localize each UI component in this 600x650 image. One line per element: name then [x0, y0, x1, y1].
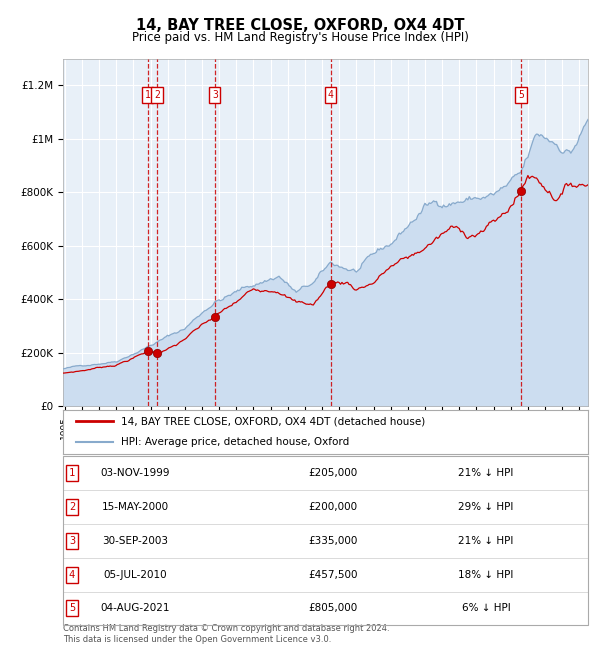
Text: 14, BAY TREE CLOSE, OXFORD, OX4 4DT (detached house): 14, BAY TREE CLOSE, OXFORD, OX4 4DT (det… — [121, 417, 425, 426]
Text: 5: 5 — [69, 603, 75, 614]
Text: 18% ↓ HPI: 18% ↓ HPI — [458, 569, 514, 580]
Text: 30-SEP-2003: 30-SEP-2003 — [102, 536, 168, 546]
Text: 3: 3 — [212, 90, 218, 100]
Text: 05-JUL-2010: 05-JUL-2010 — [103, 569, 167, 580]
Text: 15-MAY-2000: 15-MAY-2000 — [101, 502, 169, 512]
Text: 21% ↓ HPI: 21% ↓ HPI — [458, 536, 514, 546]
Text: 4: 4 — [328, 90, 334, 100]
Text: 5: 5 — [518, 90, 524, 100]
Text: Price paid vs. HM Land Registry's House Price Index (HPI): Price paid vs. HM Land Registry's House … — [131, 31, 469, 44]
Text: 4: 4 — [69, 569, 75, 580]
Text: £200,000: £200,000 — [308, 502, 358, 512]
Text: 6% ↓ HPI: 6% ↓ HPI — [461, 603, 511, 614]
Text: £335,000: £335,000 — [308, 536, 358, 546]
Text: HPI: Average price, detached house, Oxford: HPI: Average price, detached house, Oxfo… — [121, 437, 349, 447]
Text: 14, BAY TREE CLOSE, OXFORD, OX4 4DT: 14, BAY TREE CLOSE, OXFORD, OX4 4DT — [136, 18, 464, 33]
Text: 21% ↓ HPI: 21% ↓ HPI — [458, 468, 514, 478]
Text: £457,500: £457,500 — [308, 569, 358, 580]
Text: £805,000: £805,000 — [308, 603, 358, 614]
Text: 03-NOV-1999: 03-NOV-1999 — [100, 468, 170, 478]
Text: £205,000: £205,000 — [308, 468, 358, 478]
Text: 1: 1 — [69, 468, 75, 478]
Text: 2: 2 — [154, 90, 160, 100]
Text: 2: 2 — [69, 502, 75, 512]
Text: 3: 3 — [69, 536, 75, 546]
Text: 29% ↓ HPI: 29% ↓ HPI — [458, 502, 514, 512]
Text: Contains HM Land Registry data © Crown copyright and database right 2024.
This d: Contains HM Land Registry data © Crown c… — [63, 624, 389, 644]
Text: 1: 1 — [145, 90, 151, 100]
Text: 04-AUG-2021: 04-AUG-2021 — [100, 603, 170, 614]
